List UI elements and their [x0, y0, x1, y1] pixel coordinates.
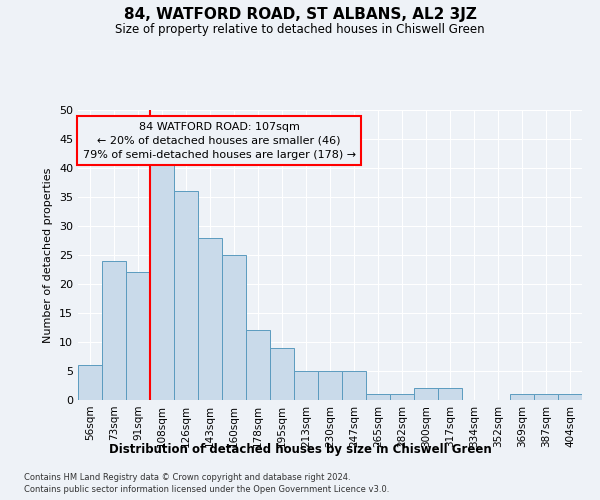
Text: Size of property relative to detached houses in Chiswell Green: Size of property relative to detached ho… [115, 22, 485, 36]
Text: Distribution of detached houses by size in Chiswell Green: Distribution of detached houses by size … [109, 442, 491, 456]
Bar [510, 394, 534, 400]
Bar [126, 272, 150, 400]
Y-axis label: Number of detached properties: Number of detached properties [43, 168, 53, 342]
Text: 84, WATFORD ROAD, ST ALBANS, AL2 3JZ: 84, WATFORD ROAD, ST ALBANS, AL2 3JZ [124, 8, 476, 22]
Bar [270, 348, 294, 400]
Bar [366, 394, 390, 400]
Bar [294, 371, 318, 400]
Bar [198, 238, 222, 400]
Bar [222, 255, 246, 400]
Text: Contains public sector information licensed under the Open Government Licence v3: Contains public sector information licen… [24, 485, 389, 494]
Bar [390, 394, 414, 400]
Bar [342, 371, 366, 400]
Bar [246, 330, 270, 400]
Bar [558, 394, 582, 400]
Bar [78, 365, 102, 400]
Bar [438, 388, 462, 400]
Bar [174, 191, 198, 400]
Bar [318, 371, 342, 400]
Text: 84 WATFORD ROAD: 107sqm
← 20% of detached houses are smaller (46)
79% of semi-de: 84 WATFORD ROAD: 107sqm ← 20% of detache… [83, 122, 356, 160]
Text: Contains HM Land Registry data © Crown copyright and database right 2024.: Contains HM Land Registry data © Crown c… [24, 472, 350, 482]
Bar [102, 261, 126, 400]
Bar [150, 156, 174, 400]
Bar [534, 394, 558, 400]
Bar [414, 388, 438, 400]
